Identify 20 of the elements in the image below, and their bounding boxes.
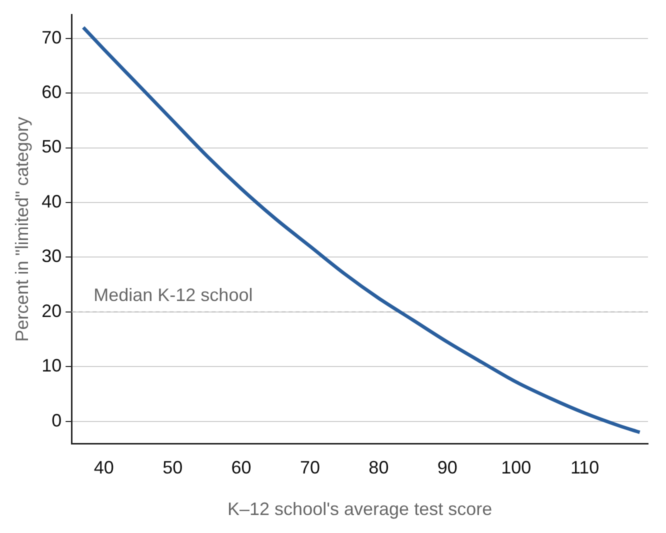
y-axis-title: Percent in "limited" category [12, 116, 32, 342]
y-tick-label: 40 [42, 191, 62, 212]
x-axis-title: K–12 school's average test score [228, 499, 492, 520]
x-tick-label: 50 [162, 458, 183, 478]
x-tick-label: 90 [437, 458, 458, 478]
y-tick-label: 10 [42, 356, 62, 376]
y-tick-label: 50 [42, 136, 62, 157]
x-tick-label: 80 [368, 458, 389, 478]
y-tick-label: 70 [42, 27, 62, 48]
y-tick-label: 60 [42, 82, 62, 102]
x-tick-label: 60 [231, 458, 252, 478]
x-tick-label: 100 [501, 458, 532, 478]
y-tick-label: 30 [42, 246, 62, 266]
x-tick-label: 110 [570, 458, 600, 478]
ref-line-label: Median K-12 school [94, 284, 253, 305]
y-tick-label: 20 [42, 300, 62, 321]
x-tick-label: 40 [94, 458, 114, 478]
x-tick-label: 70 [300, 458, 320, 478]
y-tick-label: 0 [52, 410, 62, 430]
line-series [82, 26, 642, 434]
